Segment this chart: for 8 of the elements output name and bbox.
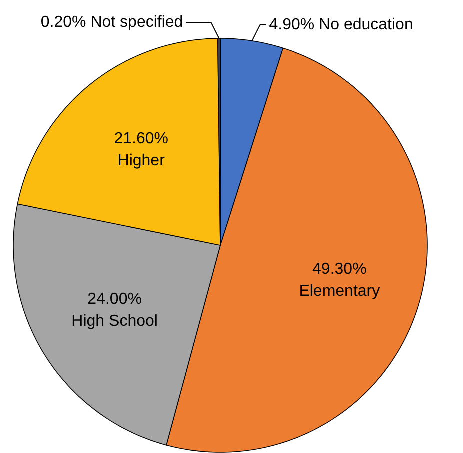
slice-label: Higher [118, 152, 166, 170]
slice-label: 4.90% No education [269, 16, 414, 34]
data-label: 21.60% [114, 130, 168, 148]
data-label: 49.30% [312, 261, 367, 278]
data-label: 24.00% [88, 291, 142, 308]
slice-label: High School [72, 313, 158, 330]
slice-label: 0.20% Not specified [40, 14, 184, 32]
slice-label: Elementary [299, 283, 380, 300]
